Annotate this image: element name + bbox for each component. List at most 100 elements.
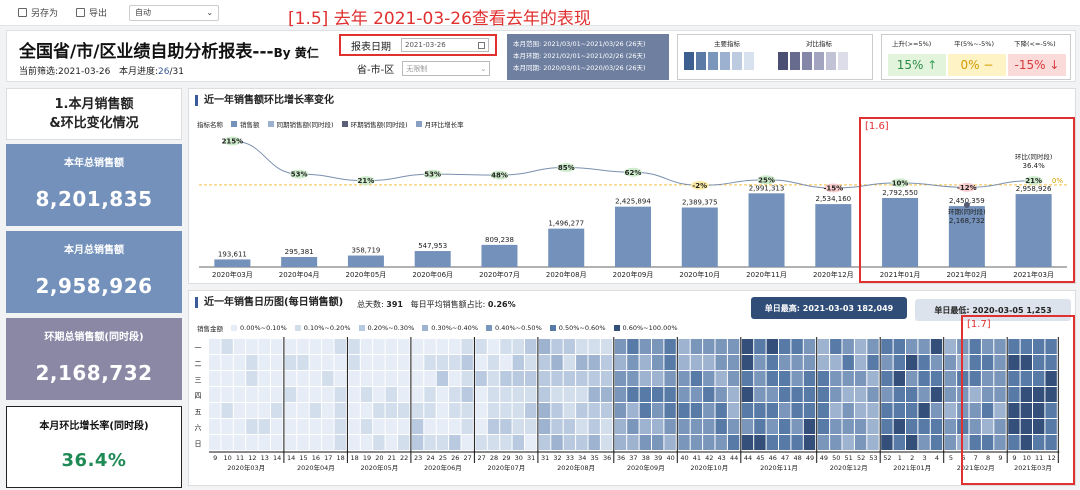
week-number-label: 43: [718, 454, 726, 462]
bar: [281, 257, 318, 267]
region-select[interactable]: 无限制 ⌄: [402, 61, 491, 76]
calendar-icon[interactable]: [478, 41, 485, 49]
calendar-day-cell: [385, 387, 397, 402]
calendar-day-cell: [576, 339, 588, 354]
week-number-label: 39: [654, 454, 662, 462]
palette-compare-swatch-0: [778, 52, 788, 70]
bar-value-label: 2,450,359: [949, 197, 985, 205]
calendar-day-cell: [703, 371, 715, 386]
calendar-day-cell: [803, 371, 816, 386]
calendar-day-cell: [475, 403, 487, 418]
x-tick-label: 2020年05月: [346, 270, 387, 279]
calendar-day-cell: [664, 419, 676, 434]
calendar-day-cell: [779, 371, 791, 386]
week-number-label: 6: [961, 454, 965, 462]
calendar-day-cell: [246, 371, 258, 386]
mode-select[interactable]: 自动 ⌄: [129, 4, 220, 21]
calendar-day-cell: [398, 435, 410, 450]
calendar-day-cell: [803, 355, 816, 370]
bar-value-label: 547,953: [418, 242, 447, 250]
calendar-day-cell: [918, 403, 930, 418]
calendar-day-cell: [614, 419, 627, 434]
highlight-box-1-6: [859, 117, 1075, 283]
calendar-day-cell: [500, 435, 512, 450]
save-as-button[interactable]: 另存为: [18, 6, 58, 19]
calendar-day-cell: [981, 435, 994, 450]
week-number-label: 38: [642, 454, 650, 462]
calendar-day-cell: [627, 419, 639, 434]
calendar-day-cell: [969, 387, 981, 402]
calendar-day-cell: [424, 403, 436, 418]
calendar-day-cell: [271, 419, 283, 434]
calendar-day-cell: [881, 435, 893, 450]
calendar-day-cell: [209, 371, 221, 386]
calendar-day-cell: [703, 435, 715, 450]
calendar-day-cell: [209, 339, 221, 354]
calendar-day-cell: [690, 355, 703, 370]
calendar-day-cell: [309, 419, 322, 434]
calendar-day-cell: [563, 435, 576, 450]
calendar-day-cell: [664, 371, 676, 386]
calendar-day-cell: [766, 419, 778, 434]
report-date-control: 报表日期 2021-03-26: [339, 34, 497, 56]
palette-compare-swatch-2: [802, 52, 812, 70]
calendar-day-cell: [830, 419, 842, 434]
legend-bin-label: 0.30%~0.40%: [431, 324, 478, 332]
calendar-day-cell: [715, 403, 727, 418]
bar: [214, 259, 251, 267]
calendar-day-cell: [791, 419, 803, 434]
calendar-day-cell: [334, 339, 346, 354]
calendar-day-cell: [842, 435, 854, 450]
calendar-day-cell: [741, 419, 754, 434]
calendar-day-cell: [1033, 419, 1045, 434]
highlight-box-1-7: [961, 315, 1075, 485]
calendar-day-cell: [1008, 435, 1020, 450]
calendar-day-cell: [639, 371, 651, 386]
calendar-day-cell: [1033, 403, 1045, 418]
calendar-day-cell: [791, 371, 803, 386]
palette-main-swatch-1: [696, 52, 706, 70]
calendar-day-cell: [944, 339, 957, 354]
calendar-day-cell: [348, 403, 360, 418]
calendar-day-cell: [664, 435, 676, 450]
week-number-label: 30: [515, 454, 523, 462]
calendar-day-cell: [297, 403, 309, 418]
calendar-day-cell: [678, 419, 690, 434]
calendar-day-cell: [969, 403, 981, 418]
calendar-day-cell: [525, 355, 537, 370]
export-button[interactable]: 导出: [76, 6, 107, 19]
calendar-day-cell: [893, 403, 905, 418]
calendar-day-cell: [779, 403, 791, 418]
growth-point: [557, 163, 576, 173]
calendar-day-cell: [754, 355, 766, 370]
calendar-day-cell: [424, 371, 436, 386]
week-number-label: 12: [248, 454, 256, 462]
calendar-day-cell: [803, 403, 816, 418]
calendar-day-cell: [867, 371, 879, 386]
calendar-day-cell: [385, 403, 397, 418]
calendar-day-cell: [627, 435, 639, 450]
calendar-day-cell: [994, 339, 1006, 354]
calendar-day-cell: [258, 403, 270, 418]
annotation-title: [1.5] 去年 2021-03-26查看去年的表现: [288, 9, 591, 29]
calendar-day-cell: [703, 419, 715, 434]
trend-legend: 上升(>=5%) 平(5%~-5%) 下降(<=-5%) 15% ↑ 0% − …: [881, 34, 1071, 80]
calendar-day-cell: [588, 387, 600, 402]
calendar-day-cell: [487, 403, 500, 418]
calendar-day-cell: [652, 371, 664, 386]
week-number-label: 37: [629, 454, 637, 462]
calendar-day-cell: [766, 387, 778, 402]
calendar-day-cell: [512, 403, 524, 418]
week-number-label: 40: [666, 454, 674, 462]
report-date-input[interactable]: 2021-03-26: [401, 38, 489, 52]
calendar-day-cell: [930, 371, 943, 386]
calendar-day-cell: [652, 403, 664, 418]
calendar-day-cell: [309, 403, 322, 418]
legend-swatch: [358, 325, 365, 331]
calendar-day-cell: [600, 355, 613, 370]
week-number-label: 19: [363, 454, 371, 462]
calendar-day-cell: [246, 419, 258, 434]
calendar-day-cell: [563, 355, 576, 370]
calendar-day-cell: [930, 403, 943, 418]
export-icon: [76, 8, 86, 17]
